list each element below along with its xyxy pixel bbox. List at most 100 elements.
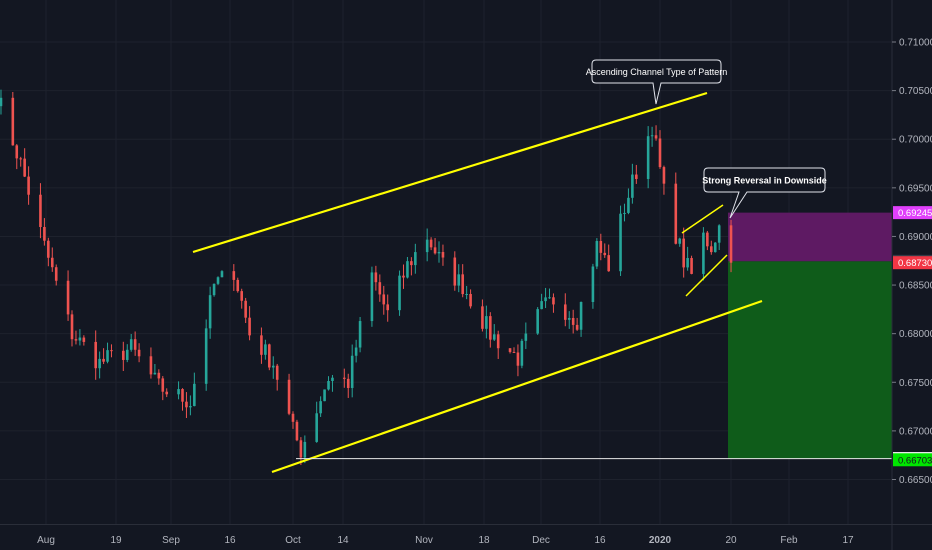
candle xyxy=(323,389,326,402)
candle xyxy=(350,344,354,398)
candle xyxy=(110,344,113,358)
candle xyxy=(244,297,247,324)
candle xyxy=(579,301,583,337)
candle xyxy=(216,276,220,286)
candle xyxy=(232,264,236,291)
candle xyxy=(619,205,622,276)
callout-ascending-channel[interactable]: Ascending Channel Type of Pattern xyxy=(586,59,727,105)
candle xyxy=(177,381,180,400)
candle xyxy=(287,373,291,416)
candle xyxy=(354,339,358,363)
candle xyxy=(248,306,251,341)
candle xyxy=(635,164,638,184)
candle xyxy=(181,388,184,411)
wedge-lower-line[interactable] xyxy=(685,254,728,297)
x-tick-label: Sep xyxy=(162,535,180,546)
candle xyxy=(291,411,295,429)
candle xyxy=(575,317,579,331)
x-tick-label: Feb xyxy=(780,535,798,546)
candle xyxy=(544,287,547,309)
candle xyxy=(433,238,437,255)
candle xyxy=(358,316,362,353)
candle xyxy=(382,285,386,315)
candle xyxy=(78,329,82,346)
x-tick-label: Nov xyxy=(415,535,433,546)
y-tick-label: 0.70500 xyxy=(899,86,932,97)
x-tick-label: Oct xyxy=(285,535,301,546)
candle xyxy=(536,307,539,335)
candle xyxy=(414,243,417,274)
price-tag-label: 0.69245 xyxy=(898,208,932,219)
candle xyxy=(386,294,390,322)
candle xyxy=(682,227,685,278)
candle xyxy=(161,376,165,401)
candles-layer xyxy=(0,89,733,466)
candle xyxy=(220,270,224,278)
candle xyxy=(706,230,709,251)
candle xyxy=(327,376,330,391)
candle xyxy=(402,264,405,289)
wedge-upper-line[interactable] xyxy=(681,204,724,234)
candle xyxy=(410,257,413,276)
candle xyxy=(137,343,141,363)
price-tag-label: 0.68730 xyxy=(898,258,932,269)
candle xyxy=(563,293,567,327)
candle xyxy=(204,319,208,391)
candle xyxy=(54,264,58,286)
candle xyxy=(189,395,192,416)
channel-upper-line[interactable] xyxy=(192,91,708,254)
candle xyxy=(102,348,105,365)
candle xyxy=(19,156,23,167)
candle xyxy=(516,344,520,377)
x-tick-label: 2020 xyxy=(649,535,672,546)
candle xyxy=(552,293,555,313)
candle xyxy=(212,283,216,297)
candle xyxy=(429,237,433,251)
candle xyxy=(627,188,630,215)
candle xyxy=(165,388,169,398)
candle xyxy=(94,330,97,380)
candle xyxy=(425,228,429,262)
candle xyxy=(268,343,271,371)
price-axis[interactable]: 0.71000 0.70500 0.70000 0.69500 0.69000 0.685… xyxy=(891,0,932,550)
candle xyxy=(717,224,721,251)
callouts-layer[interactable]: Ascending Channel Type of Pattern Strong … xyxy=(586,59,827,219)
candle xyxy=(567,311,571,329)
x-tick-label: Aug xyxy=(37,535,55,546)
candle xyxy=(185,392,188,419)
drawings-layer[interactable] xyxy=(192,91,892,474)
candle xyxy=(686,246,689,271)
x-tick-label: 16 xyxy=(594,535,606,546)
candle xyxy=(343,368,346,388)
candle xyxy=(319,396,322,417)
candle xyxy=(469,289,472,309)
candle xyxy=(662,165,666,195)
candle xyxy=(149,347,153,379)
target-zone[interactable] xyxy=(728,261,892,459)
candle xyxy=(485,305,488,339)
candle xyxy=(441,244,445,266)
candle xyxy=(678,237,682,247)
price-tag-label: 0.66703 xyxy=(898,455,932,466)
candle xyxy=(599,233,603,261)
candle xyxy=(729,219,733,273)
candle xyxy=(520,338,524,369)
callout-text: Ascending Channel Type of Pattern xyxy=(586,67,727,77)
y-tick-label: 0.69500 xyxy=(899,183,932,194)
candle xyxy=(240,288,243,309)
time-axis[interactable]: Aug 19 Sep 16 Oct 14 Nov 18 Dec 16 2020 20 Feb 17 xyxy=(0,524,932,547)
candle xyxy=(74,330,78,345)
candle xyxy=(133,331,137,356)
callout-strong-reversal[interactable]: Strong Reversal in Downside xyxy=(702,167,827,219)
stop-zone[interactable] xyxy=(728,212,892,262)
candle xyxy=(492,324,496,342)
candle xyxy=(264,339,267,360)
channel-lower-line[interactable] xyxy=(271,299,763,474)
candle xyxy=(631,163,634,204)
candle xyxy=(489,312,492,348)
y-tick-label: 0.67000 xyxy=(899,426,932,437)
candle xyxy=(406,256,409,279)
y-tick-label: 0.67500 xyxy=(899,378,932,389)
candle xyxy=(548,288,551,299)
